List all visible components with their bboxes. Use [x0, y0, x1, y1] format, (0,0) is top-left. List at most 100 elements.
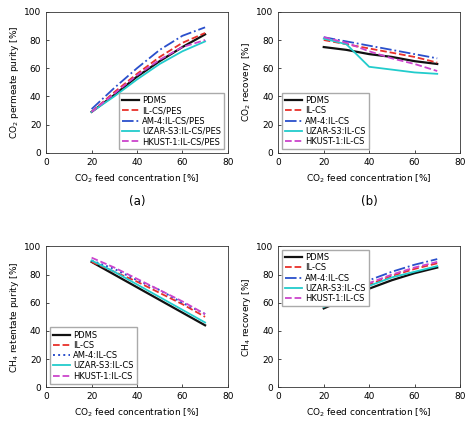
X-axis label: CO$_2$ feed concentration [%]: CO$_2$ feed concentration [%] [307, 172, 432, 185]
IL-CS/PES [111, 90, 117, 95]
Line: UZAR-S3:IL-CS: UZAR-S3:IL-CS [324, 39, 437, 74]
IL-CS [389, 274, 395, 279]
Line: AM-4:IL-CS: AM-4:IL-CS [91, 261, 205, 314]
IL-CS [434, 60, 440, 65]
PDMS [180, 45, 185, 50]
IL-CS [389, 50, 395, 55]
AM-4:IL-CS [412, 52, 418, 57]
AM-4:IL-CS/PES [180, 33, 185, 38]
Line: AM-4:IL-CS/PES: AM-4:IL-CS/PES [91, 27, 205, 109]
Legend: PDMS, IL-CS, AM-4:IL-CS, UZAR-S3:IL-CS, HKUST-1:IL-CS: PDMS, IL-CS, AM-4:IL-CS, UZAR-S3:IL-CS, … [282, 93, 369, 149]
UZAR-S3:IL-CS/PES [111, 94, 117, 99]
AM-4:IL-CS/PES [89, 107, 94, 112]
IL-CS [412, 54, 418, 59]
PDMS [434, 265, 440, 270]
IL-CS [321, 37, 327, 43]
X-axis label: CO$_2$ feed concentration [%]: CO$_2$ feed concentration [%] [74, 407, 200, 419]
PDMS [111, 272, 117, 277]
IL-CS/PES [180, 40, 185, 45]
PDMS [412, 59, 418, 64]
HKUST-1:IL-CS/PES [157, 57, 163, 62]
Line: PDMS: PDMS [324, 47, 437, 64]
Line: IL-CS/PES: IL-CS/PES [91, 33, 205, 112]
AM-4:IL-CS [134, 278, 140, 283]
Y-axis label: CO$_2$ recovery [%]: CO$_2$ recovery [%] [240, 43, 254, 122]
HKUST-1:IL-CS [111, 265, 117, 270]
UZAR-S3:IL-CS [344, 42, 349, 47]
AM-4:IL-CS [344, 39, 349, 44]
AM-4:IL-CS [157, 288, 163, 293]
HKUST-1:IL-CS [389, 56, 395, 61]
PDMS [389, 278, 395, 283]
PDMS [434, 61, 440, 67]
Line: AM-4:IL-CS: AM-4:IL-CS [324, 259, 437, 301]
HKUST-1:IL-CS/PES [89, 109, 94, 115]
Line: IL-CS: IL-CS [324, 40, 437, 63]
UZAR-S3:IL-CS [434, 264, 440, 269]
Line: UZAR-S3:IL-CS: UZAR-S3:IL-CS [324, 266, 437, 307]
Line: PDMS: PDMS [91, 35, 205, 112]
IL-CS [434, 261, 440, 266]
Line: HKUST-1:IL-CS: HKUST-1:IL-CS [324, 37, 437, 71]
HKUST-1:IL-CS [344, 40, 349, 45]
HKUST-1:IL-CS [366, 280, 372, 285]
Line: HKUST-1:IL-CS: HKUST-1:IL-CS [91, 258, 205, 314]
IL-CS [344, 42, 349, 47]
UZAR-S3:IL-CS [412, 70, 418, 75]
HKUST-1:IL-CS [134, 276, 140, 281]
UZAR-S3:IL-CS/PES [157, 61, 163, 67]
AM-4:IL-CS [321, 35, 327, 40]
HKUST-1:IL-CS/PES [202, 37, 208, 43]
PDMS [89, 109, 94, 115]
HKUST-1:IL-CS [321, 300, 327, 305]
PDMS [157, 59, 163, 64]
PDMS [134, 285, 140, 290]
HKUST-1:IL-CS [180, 299, 185, 304]
UZAR-S3:IL-CS/PES [180, 49, 185, 54]
HKUST-1:IL-CS [389, 272, 395, 277]
Y-axis label: CH$_4$ recovery [%]: CH$_4$ recovery [%] [240, 277, 254, 357]
PDMS [366, 286, 372, 291]
UZAR-S3:IL-CS [321, 304, 327, 309]
HKUST-1:IL-CS [412, 265, 418, 270]
UZAR-S3:IL-CS/PES [89, 109, 94, 115]
UZAR-S3:IL-CS [366, 283, 372, 288]
HKUST-1:IL-CS [344, 290, 349, 296]
UZAR-S3:IL-CS/PES [202, 39, 208, 44]
HKUST-1:IL-CS [366, 49, 372, 54]
Line: IL-CS: IL-CS [91, 262, 205, 317]
HKUST-1:IL-CS/PES [134, 73, 140, 78]
AM-4:IL-CS [180, 300, 185, 305]
Y-axis label: CO$_2$ permeate purity [%]: CO$_2$ permeate purity [%] [9, 26, 21, 139]
HKUST-1:IL-CS [89, 255, 94, 260]
HKUST-1:IL-CS [434, 259, 440, 264]
AM-4:IL-CS/PES [134, 66, 140, 71]
Line: HKUST-1:IL-CS: HKUST-1:IL-CS [324, 262, 437, 303]
UZAR-S3:IL-CS [202, 320, 208, 325]
IL-CS/PES [89, 109, 94, 115]
UZAR-S3:IL-CS [157, 295, 163, 300]
UZAR-S3:IL-CS [344, 293, 349, 298]
AM-4:IL-CS [389, 47, 395, 52]
Line: PDMS: PDMS [324, 267, 437, 309]
UZAR-S3:IL-CS [180, 307, 185, 312]
Line: UZAR-S3:IL-CS: UZAR-S3:IL-CS [91, 261, 205, 322]
UZAR-S3:IL-CS [134, 282, 140, 287]
PDMS [412, 271, 418, 276]
HKUST-1:IL-CS/PES [111, 91, 117, 96]
PDMS [202, 32, 208, 37]
PDMS [344, 296, 349, 301]
AM-4:IL-CS [344, 289, 349, 294]
PDMS [389, 54, 395, 59]
AM-4:IL-CS/PES [157, 47, 163, 52]
IL-CS [366, 46, 372, 51]
Y-axis label: CH$_4$ retentate purity [%]: CH$_4$ retentate purity [%] [9, 261, 21, 373]
Text: (a): (a) [129, 195, 145, 208]
Text: (b): (b) [361, 195, 377, 208]
Legend: PDMS, IL-CS, AM-4:IL-CS, UZAR-S3:IL-CS, HKUST-1:IL-CS: PDMS, IL-CS, AM-4:IL-CS, UZAR-S3:IL-CS, … [50, 327, 137, 384]
Line: HKUST-1:IL-CS/PES: HKUST-1:IL-CS/PES [91, 40, 205, 112]
PDMS [157, 297, 163, 302]
PDMS [89, 259, 94, 264]
IL-CS [412, 266, 418, 272]
PDMS [321, 45, 327, 50]
